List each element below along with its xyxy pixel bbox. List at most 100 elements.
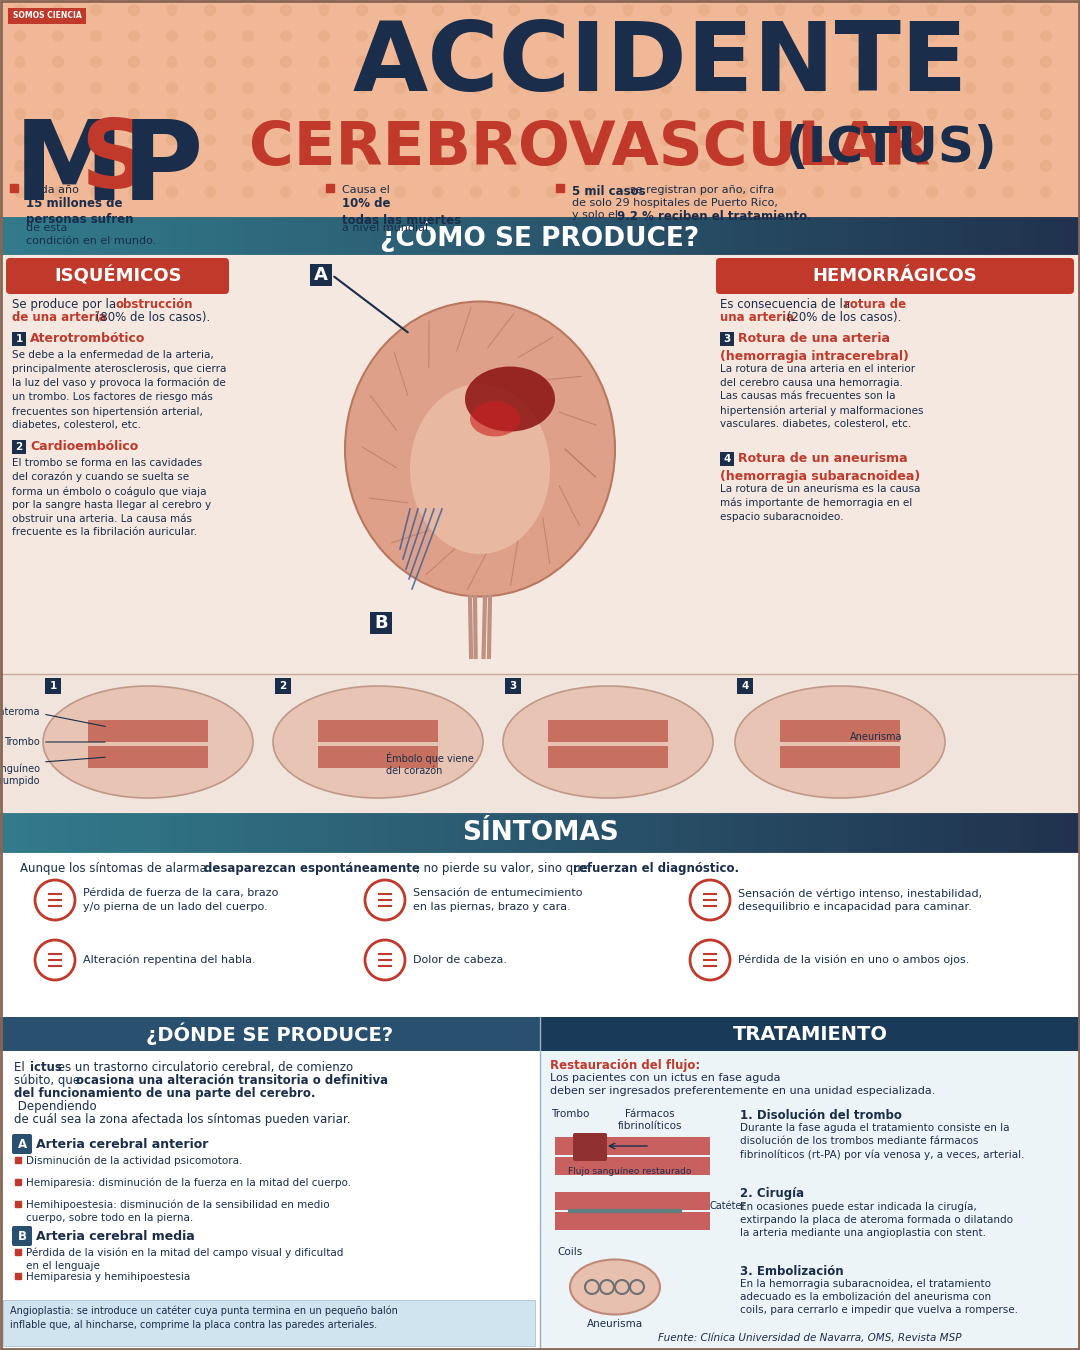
Circle shape: [622, 4, 634, 16]
FancyBboxPatch shape: [12, 1134, 32, 1154]
Circle shape: [432, 108, 444, 120]
Circle shape: [1040, 4, 1052, 16]
Text: (hemorragia intracerebral): (hemorragia intracerebral): [720, 350, 909, 363]
Circle shape: [356, 30, 368, 42]
Circle shape: [166, 134, 178, 146]
Text: Se produce por la: Se produce por la: [12, 298, 120, 311]
Circle shape: [394, 82, 406, 94]
Circle shape: [1002, 55, 1014, 68]
Circle shape: [850, 134, 862, 146]
Text: una arteria: una arteria: [720, 310, 794, 324]
Text: Coils: Coils: [557, 1247, 582, 1257]
Circle shape: [622, 82, 634, 94]
Text: Se debe a la enfermedad de la arteria,
principalmente aterosclerosis, que cierra: Se debe a la enfermedad de la arteria, p…: [12, 350, 227, 431]
Circle shape: [735, 4, 748, 16]
Circle shape: [166, 30, 178, 42]
FancyBboxPatch shape: [780, 720, 900, 743]
FancyBboxPatch shape: [45, 678, 60, 694]
Text: Rotura de un aneurisma: Rotura de un aneurisma: [738, 452, 907, 466]
FancyBboxPatch shape: [0, 0, 1080, 217]
Text: 2. Cirugía: 2. Cirugía: [740, 1187, 805, 1200]
Text: de una arteria: de una arteria: [12, 310, 107, 324]
Circle shape: [698, 134, 710, 146]
FancyBboxPatch shape: [370, 612, 392, 634]
Circle shape: [508, 82, 519, 94]
Text: refuerzan el diagnóstico.: refuerzan el diagnóstico.: [573, 863, 739, 875]
Circle shape: [318, 108, 330, 120]
Text: Catéter: Catéter: [710, 1202, 746, 1211]
FancyBboxPatch shape: [310, 265, 332, 286]
Circle shape: [584, 55, 596, 68]
Circle shape: [812, 82, 824, 94]
Circle shape: [470, 108, 482, 120]
Text: Alteración repentina del habla.: Alteración repentina del habla.: [83, 954, 256, 965]
Circle shape: [774, 30, 786, 42]
Circle shape: [964, 134, 976, 146]
Circle shape: [1002, 4, 1014, 16]
Text: desaparezcan espontáneamente: desaparezcan espontáneamente: [204, 863, 420, 875]
Text: P: P: [122, 116, 203, 224]
Circle shape: [280, 55, 292, 68]
Text: 5 mil casos: 5 mil casos: [572, 185, 650, 198]
Circle shape: [850, 161, 862, 171]
Circle shape: [964, 30, 976, 42]
Circle shape: [735, 186, 748, 198]
Circle shape: [356, 4, 368, 16]
Circle shape: [166, 55, 178, 68]
Text: A: A: [17, 1138, 27, 1150]
Circle shape: [394, 186, 406, 198]
Text: Aunque los síntomas de alarma: Aunque los síntomas de alarma: [21, 863, 211, 875]
Circle shape: [280, 82, 292, 94]
Circle shape: [129, 82, 140, 94]
Text: Causa el: Causa el: [342, 185, 393, 194]
Circle shape: [508, 134, 519, 146]
Circle shape: [318, 134, 330, 146]
Circle shape: [129, 108, 140, 120]
Text: Es consecuencia de la: Es consecuencia de la: [720, 298, 854, 311]
Circle shape: [394, 30, 406, 42]
Circle shape: [926, 30, 939, 42]
Circle shape: [432, 161, 444, 171]
FancyBboxPatch shape: [87, 747, 208, 768]
Circle shape: [584, 161, 596, 171]
Circle shape: [129, 186, 140, 198]
Circle shape: [280, 134, 292, 146]
Text: CEREBROVASCULAR: CEREBROVASCULAR: [249, 119, 931, 177]
FancyBboxPatch shape: [555, 1212, 710, 1230]
Text: En ocasiones puede estar indicada la cirugía,
extirpando la placa de ateroma for: En ocasiones puede estar indicada la cir…: [740, 1202, 1013, 1238]
Text: Hemiparesia y hemihipoestesia: Hemiparesia y hemihipoestesia: [26, 1272, 190, 1282]
Circle shape: [242, 55, 254, 68]
Circle shape: [812, 4, 824, 16]
Text: TRATAMIENTO: TRATAMIENTO: [732, 1025, 888, 1044]
Circle shape: [394, 55, 406, 68]
Circle shape: [546, 30, 558, 42]
Text: 9.2 % reciben el tratamiento.: 9.2 % reciben el tratamiento.: [617, 211, 812, 223]
Circle shape: [660, 108, 672, 120]
Circle shape: [698, 161, 710, 171]
Text: es un trastorno circulatorio cerebral, de comienzo: es un trastorno circulatorio cerebral, d…: [54, 1061, 353, 1075]
Text: A: A: [314, 266, 328, 283]
Circle shape: [166, 82, 178, 94]
Circle shape: [204, 82, 216, 94]
Text: (ICTUS): (ICTUS): [786, 124, 998, 171]
Circle shape: [774, 108, 786, 120]
Circle shape: [1002, 82, 1014, 94]
Text: M: M: [14, 116, 124, 224]
Circle shape: [166, 4, 178, 16]
Text: B: B: [374, 614, 388, 632]
Circle shape: [90, 108, 102, 120]
FancyBboxPatch shape: [548, 747, 669, 768]
Circle shape: [812, 30, 824, 42]
Circle shape: [166, 186, 178, 198]
Circle shape: [1040, 82, 1052, 94]
FancyBboxPatch shape: [3, 1300, 535, 1346]
Circle shape: [90, 55, 102, 68]
Circle shape: [546, 4, 558, 16]
Circle shape: [280, 4, 292, 16]
Text: Hemiparesia: disminución de la fuerza en la mitad del cuerpo.: Hemiparesia: disminución de la fuerza en…: [26, 1179, 351, 1188]
Circle shape: [14, 4, 26, 16]
Circle shape: [394, 134, 406, 146]
FancyBboxPatch shape: [540, 1052, 1080, 1350]
Text: Sensación de entumecimiento
en las piernas, brazo y cara.: Sensación de entumecimiento en las piern…: [413, 888, 582, 911]
Circle shape: [850, 82, 862, 94]
